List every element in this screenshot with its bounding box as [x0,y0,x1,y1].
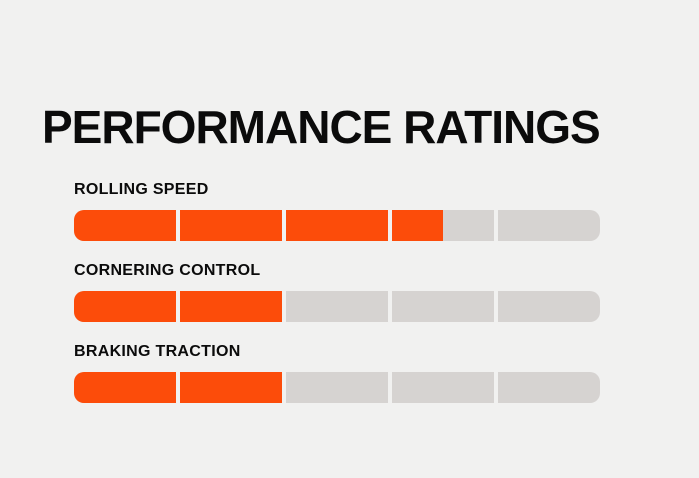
rating-segment-fill [74,291,176,322]
rating-bar [74,291,600,322]
rating-segment [392,210,494,241]
rating-segment-fill [180,372,282,403]
rating-segment [74,210,176,241]
rating-row: BRAKING TRACTION [74,344,600,403]
rating-segment-fill [286,210,388,241]
rating-segment [286,210,388,241]
rating-segment-fill [180,291,282,322]
rating-bar [74,372,600,403]
rating-segment-fill [392,210,443,241]
rating-segment-fill [180,210,282,241]
rating-segment [498,210,600,241]
rating-segment [180,291,282,322]
rating-segment [180,372,282,403]
ratings-list: ROLLING SPEED CORNERING CONTROL BRAKING … [74,182,600,425]
rating-segment [498,372,600,403]
rating-segment [180,210,282,241]
rating-segment [74,372,176,403]
rating-segment [286,372,388,403]
rating-row: ROLLING SPEED [74,182,600,241]
rating-label: ROLLING SPEED [74,181,209,198]
rating-segment [286,291,388,322]
rating-segment [392,291,494,322]
rating-segment [498,291,600,322]
rating-segment-fill [74,210,176,241]
rating-label: BRAKING TRACTION [74,343,241,360]
rating-bar [74,210,600,241]
rating-label: CORNERING CONTROL [74,262,261,279]
page-title: PERFORMANCE RATINGS [42,100,601,153]
rating-row: CORNERING CONTROL [74,263,600,322]
rating-segment-fill [74,372,176,403]
rating-segment [74,291,176,322]
rating-segment [392,372,494,403]
